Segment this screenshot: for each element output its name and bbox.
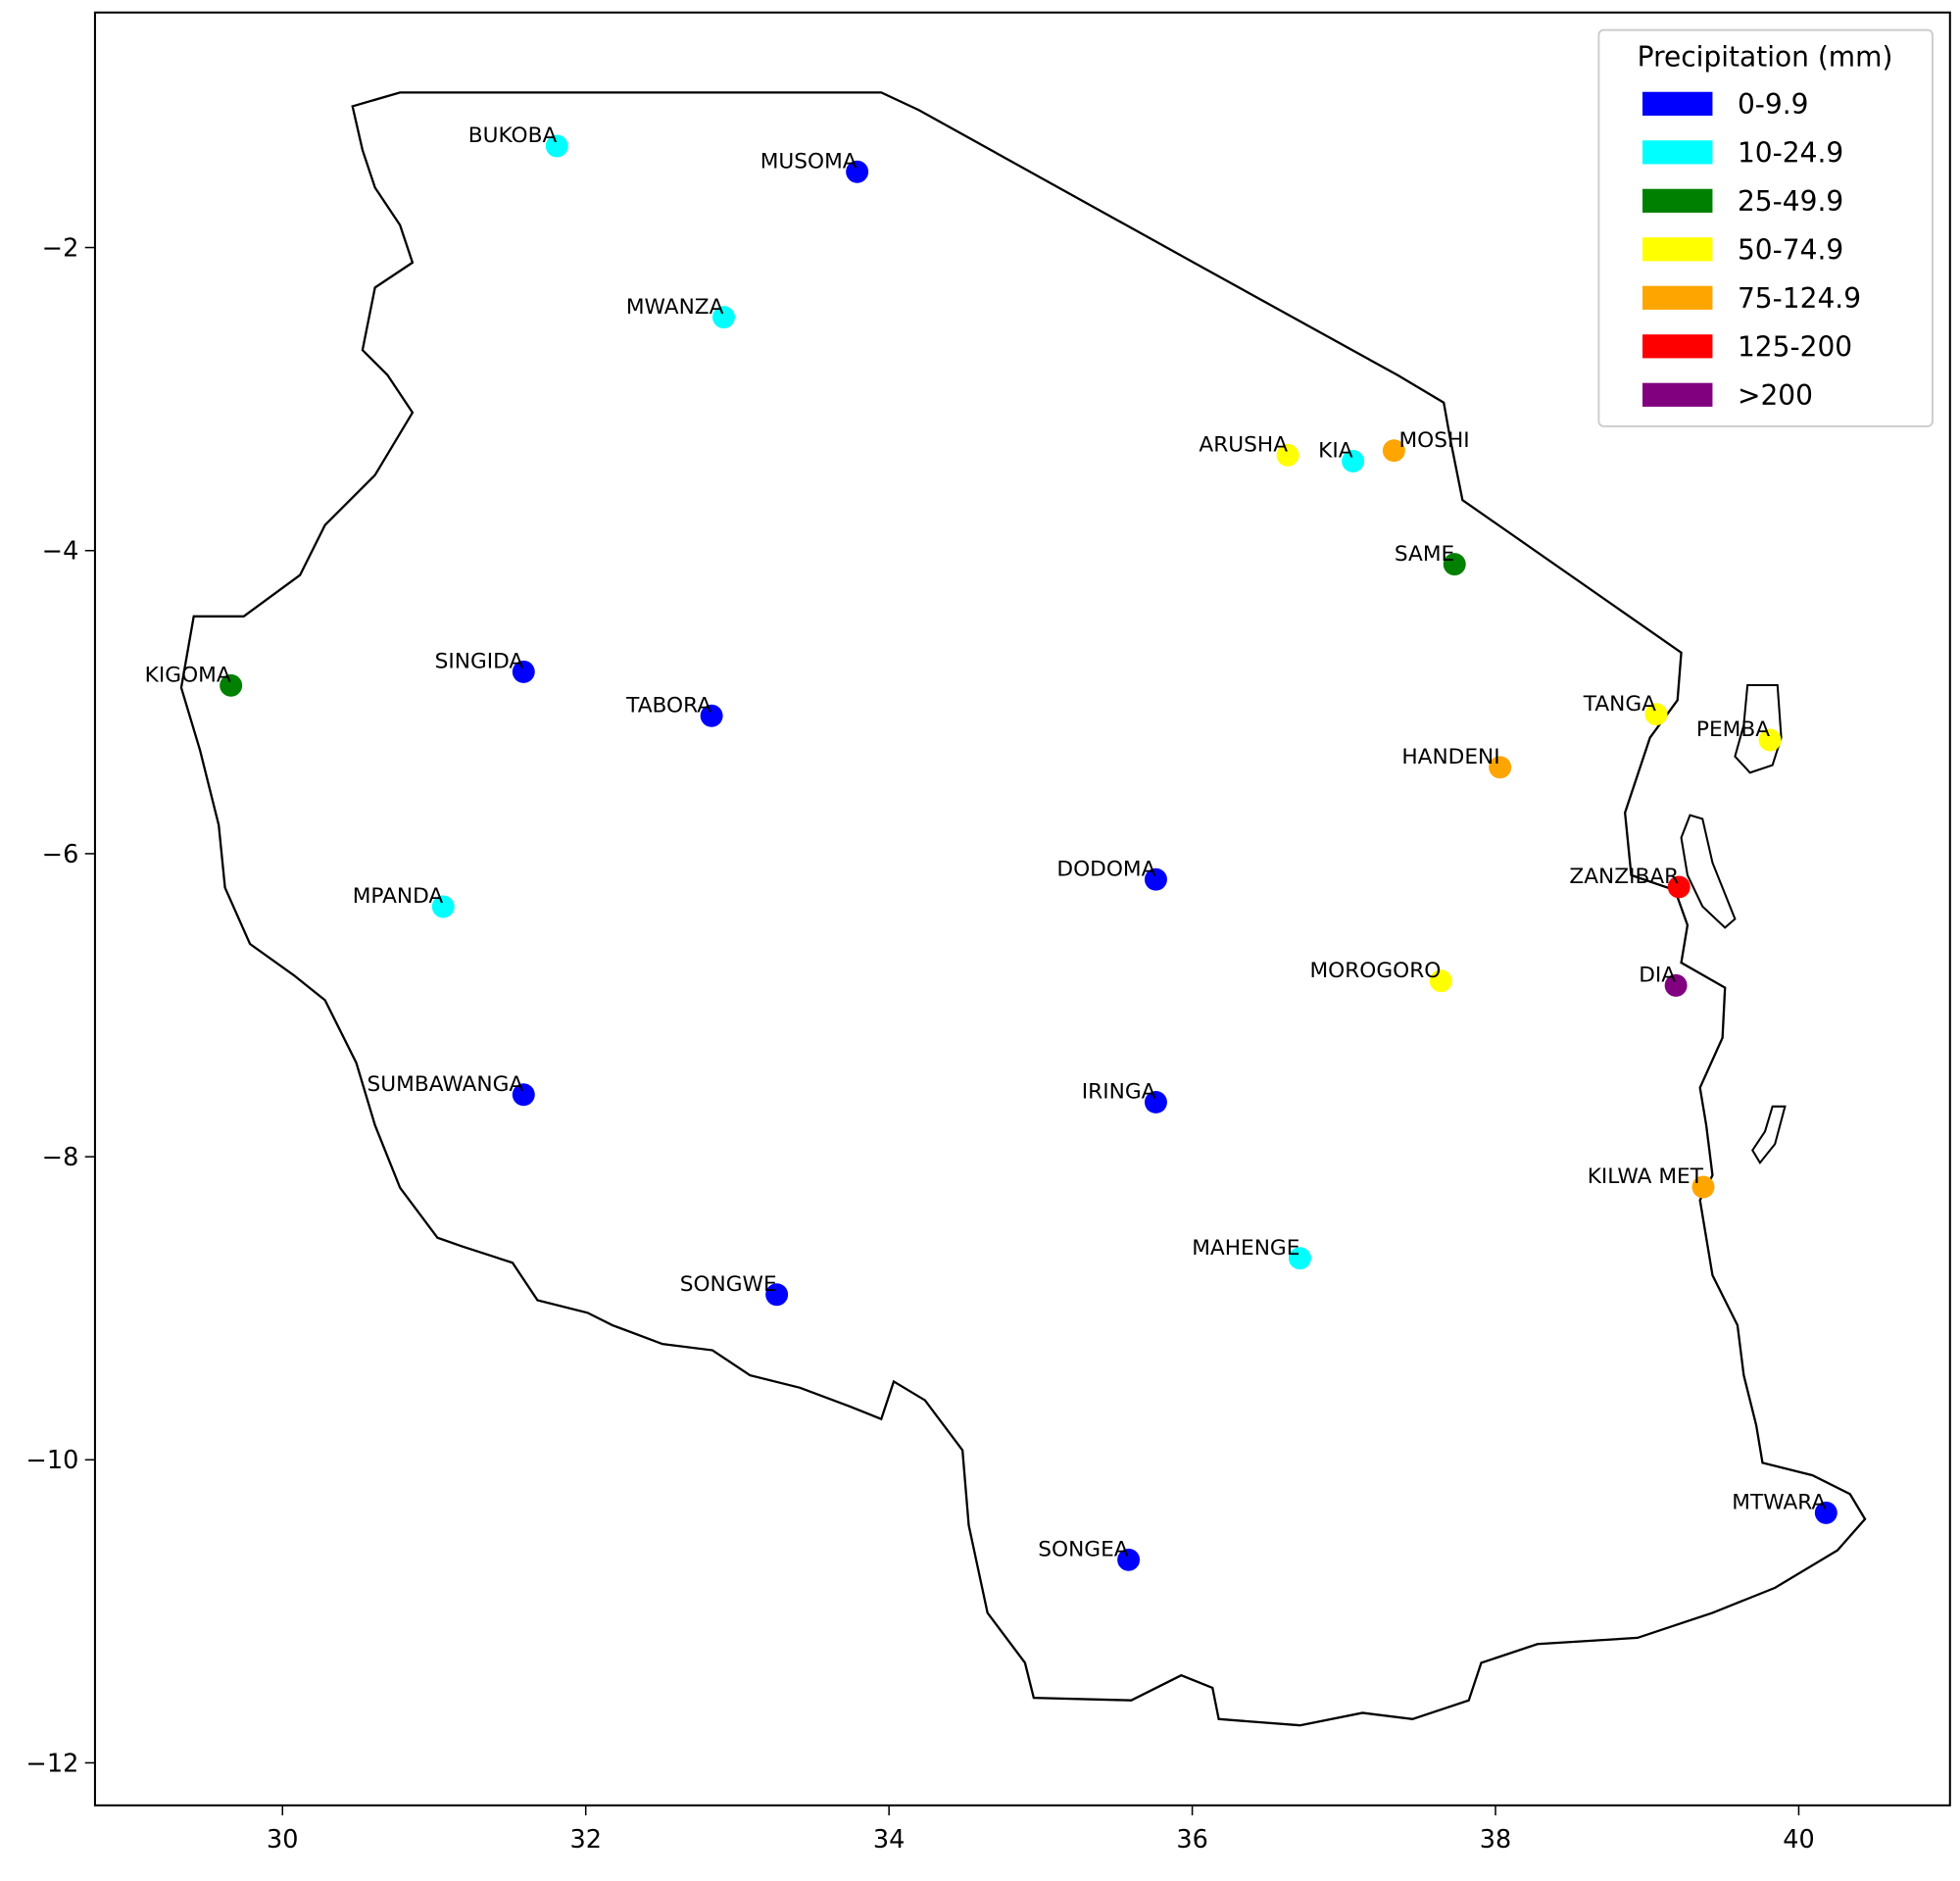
station-label: IRINGA xyxy=(1082,1080,1156,1105)
legend-label: 75-124.9 xyxy=(1738,282,1861,315)
station-label: KIA xyxy=(1318,439,1353,464)
station-label: MOSHI xyxy=(1398,428,1469,453)
station-marker xyxy=(846,160,869,183)
station-marker xyxy=(765,1283,789,1307)
station-marker xyxy=(512,1083,535,1107)
station-label: MTWARA xyxy=(1732,1491,1826,1515)
legend-label: 10-24.9 xyxy=(1738,137,1843,170)
station-label: SUMBAWANGA xyxy=(368,1072,524,1097)
station-label: DIA xyxy=(1639,964,1676,988)
legend-swatch xyxy=(1642,285,1713,310)
station-label: SINGIDA xyxy=(435,650,524,674)
legend-swatch xyxy=(1642,140,1713,165)
tanzania-mainland-border xyxy=(179,91,1867,1727)
country-border xyxy=(179,91,1867,1727)
station-marker xyxy=(1644,703,1668,726)
zanzibar-island xyxy=(1680,814,1737,929)
plot-frame xyxy=(93,11,1951,1807)
x-axis: 30 32 34 36 38 40 xyxy=(267,1805,1815,1855)
station-marker xyxy=(1667,875,1690,899)
station-marker xyxy=(712,306,735,329)
y-tick-label: −4 xyxy=(42,537,79,567)
y-tick-label: −8 xyxy=(42,1143,79,1172)
legend-label: 50-74.9 xyxy=(1738,234,1843,267)
station-marker xyxy=(1276,443,1299,467)
legend-label: 125-200 xyxy=(1738,331,1852,364)
station-marker xyxy=(1664,973,1688,997)
station-label: DODOMA xyxy=(1056,857,1155,881)
station-label: SONGWE xyxy=(680,1272,777,1297)
legend-swatch xyxy=(1642,334,1713,359)
x-tick-label: 30 xyxy=(267,1825,298,1855)
legend-title: Precipitation (mm) xyxy=(1638,41,1893,74)
station-marker xyxy=(1814,1501,1838,1524)
station-marker xyxy=(545,134,568,158)
station-label: ARUSHA xyxy=(1199,433,1288,458)
mafia-island xyxy=(1751,1105,1787,1165)
y-tick-label: −6 xyxy=(42,840,79,869)
station-label: ZANZIBAR xyxy=(1569,865,1679,889)
station-marker xyxy=(1144,1090,1167,1114)
y-axis: −2 −4 −6 −8 −10 −12 xyxy=(26,233,95,1778)
station-marker xyxy=(1288,1247,1311,1270)
y-tick-label: −12 xyxy=(26,1749,79,1778)
legend-box xyxy=(1597,28,1934,427)
station-label: SAME xyxy=(1395,542,1454,567)
station-label: MAHENGE xyxy=(1192,1236,1299,1261)
x-tick-label: 38 xyxy=(1480,1825,1511,1855)
pemba-island xyxy=(1734,683,1783,774)
station-label: TANGA xyxy=(1583,692,1656,717)
station-label: MWANZA xyxy=(626,295,724,320)
station-layer: BUKOBA MUSOMA MWANZA ARUSHA KIA MOSHI SAME KIGO… xyxy=(145,124,1838,1571)
station-label: MOROGORO xyxy=(1309,959,1441,983)
legend-label: >200 xyxy=(1738,379,1813,412)
station-marker xyxy=(1117,1548,1141,1571)
legend-swatch xyxy=(1642,91,1713,116)
x-tick-label: 34 xyxy=(873,1825,905,1855)
station-marker xyxy=(1144,867,1167,891)
x-tick-label: 36 xyxy=(1176,1825,1207,1855)
station-label: KIGOMA xyxy=(145,663,231,687)
station-marker xyxy=(1382,439,1405,463)
station-marker xyxy=(1691,1175,1715,1199)
legend: Precipitation (mm) 0-9.9 10-24.9 25-49.9 50… xyxy=(1597,28,1934,427)
x-tick-label: 40 xyxy=(1783,1825,1814,1855)
station-label: BUKOBA xyxy=(468,124,558,148)
legend-swatch xyxy=(1642,188,1713,213)
y-tick-label: −2 xyxy=(42,233,79,263)
legend-swatch xyxy=(1642,382,1713,407)
station-marker xyxy=(1342,450,1365,473)
station-marker xyxy=(1489,756,1512,779)
station-label: MUSOMA xyxy=(760,149,858,173)
station-label: MPANDA xyxy=(353,884,444,909)
station-label: SONGEA xyxy=(1038,1537,1129,1561)
legend-swatch xyxy=(1642,237,1713,262)
station-label: PEMBA xyxy=(1696,718,1770,742)
station-marker xyxy=(1758,728,1782,752)
station-marker xyxy=(220,673,243,697)
station-marker xyxy=(512,660,535,683)
station-marker xyxy=(1429,969,1452,993)
station-label: TABORA xyxy=(625,693,711,718)
station-marker xyxy=(431,895,455,918)
x-tick-label: 32 xyxy=(569,1825,601,1855)
legend-label: 0-9.9 xyxy=(1738,88,1809,121)
station-marker xyxy=(700,704,723,727)
station-label: HANDENI xyxy=(1401,745,1499,769)
station-marker xyxy=(1443,553,1466,576)
station-label: KILWA MET xyxy=(1588,1164,1704,1189)
y-tick-label: −10 xyxy=(26,1446,79,1475)
legend-label: 25-49.9 xyxy=(1738,185,1843,218)
